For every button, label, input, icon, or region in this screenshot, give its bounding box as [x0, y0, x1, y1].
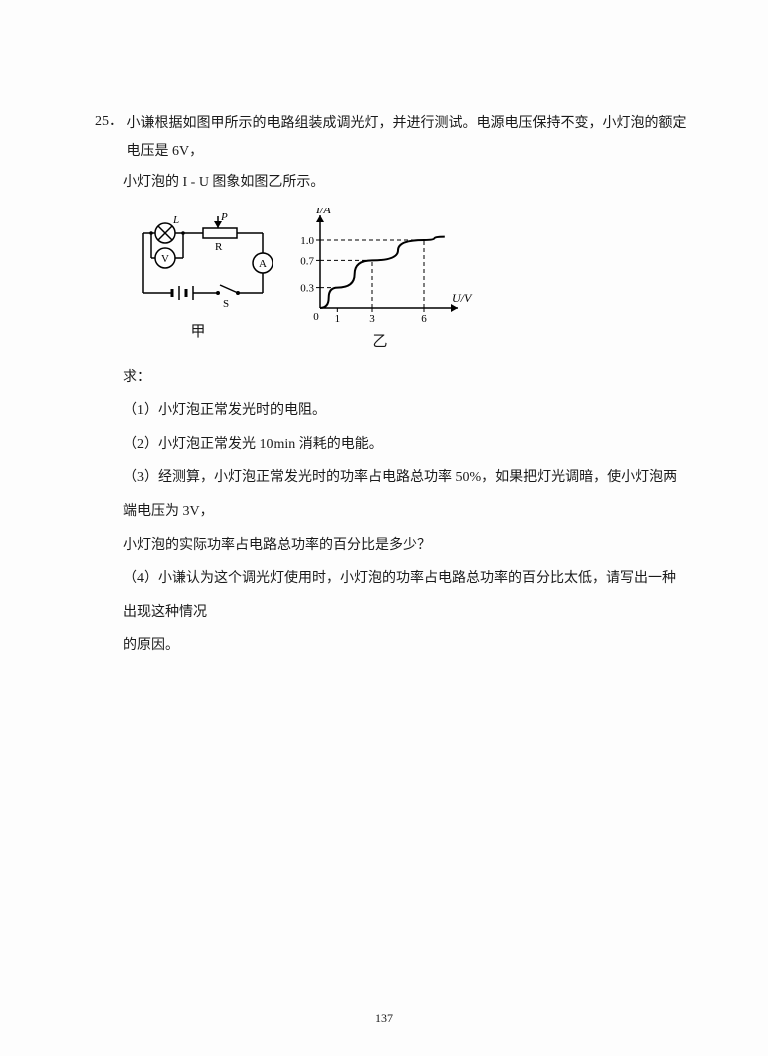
svg-text:I/A: I/A	[315, 208, 331, 216]
svg-text:0: 0	[313, 311, 319, 323]
question-stem-1: 小谦根据如图甲所示的电路组装成调光灯，并进行测试。电源电压保持不变，小灯泡的额定…	[127, 110, 687, 166]
svg-text:1: 1	[335, 313, 341, 325]
svg-text:A: A	[259, 258, 267, 270]
page-number: 137	[0, 1011, 768, 1026]
subq-4b: 的原因。	[95, 629, 688, 663]
question-stem-2: 小灯泡的 I - U 图象如图乙所示。	[95, 166, 688, 200]
question-number: 25．	[95, 110, 123, 130]
subq-1: （1）小灯泡正常发光时的电阻。	[95, 394, 688, 428]
svg-text:1.0: 1.0	[300, 235, 314, 247]
svg-text:0.3: 0.3	[300, 282, 314, 294]
figure-graph: U/V I/A 0 1 3 6 0.3 0.7 1.0 乙	[285, 208, 475, 351]
subq-2: （2）小灯泡正常发光 10min 消耗的电能。	[95, 428, 688, 462]
qiu-label: 求：	[95, 361, 688, 395]
caption-yi: 乙	[285, 330, 475, 351]
svg-text:3: 3	[369, 313, 375, 325]
subq-3: （3）经测算，小灯泡正常发光时的功率占电路总功率 50%，如果把灯光调暗，使小灯…	[95, 461, 688, 528]
svg-text:R: R	[215, 241, 223, 253]
subq-3b: 小灯泡的实际功率占电路总功率的百分比是多少？	[95, 529, 688, 563]
svg-text:L: L	[172, 214, 179, 226]
svg-text:6: 6	[421, 313, 427, 325]
subq-4: （4）小谦认为这个调光灯使用时，小灯泡的功率占电路总功率的百分比太低，请写出一种…	[95, 562, 688, 629]
svg-text:U/V: U/V	[452, 291, 473, 305]
svg-text:S: S	[223, 298, 229, 310]
figures-row: L P R A S V 甲 U/V I/A 0 1 3 6 0.3 0.7 1.0 乙	[123, 208, 688, 351]
svg-text:0.7: 0.7	[300, 255, 314, 267]
caption-jia: 甲	[123, 320, 273, 341]
svg-text:V: V	[161, 253, 169, 265]
svg-text:P: P	[220, 211, 228, 223]
figure-circuit: L P R A S V 甲	[123, 208, 273, 341]
